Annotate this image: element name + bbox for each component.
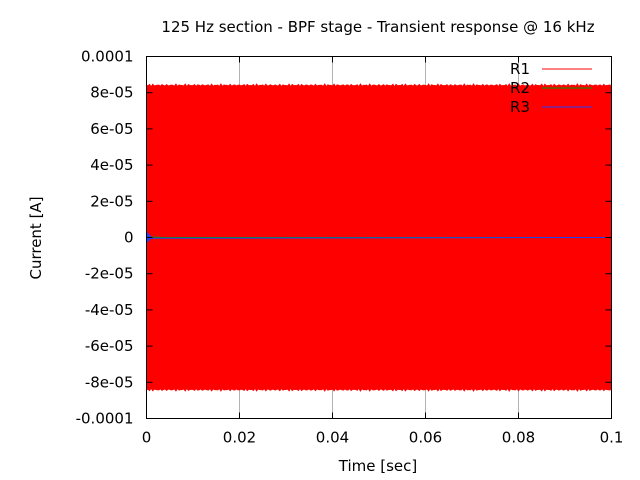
- chart-title: 125 Hz section - BPF stage - Transient r…: [161, 18, 594, 36]
- y-tick-label: 8e-05: [90, 84, 133, 102]
- legend-label-r1: R1: [510, 60, 530, 78]
- x-tick-label: 0.06: [409, 429, 442, 447]
- x-tick-label: 0.04: [316, 429, 349, 447]
- y-tick-label: 2e-05: [90, 192, 133, 210]
- y-tick-label: -2e-05: [85, 265, 134, 283]
- y-tick-label: 0: [124, 229, 134, 247]
- x-tick-label: 0.1: [600, 429, 624, 447]
- x-axis-label: Time [sec]: [338, 457, 417, 475]
- y-tick-label: 6e-05: [90, 120, 133, 138]
- plot-frame: [146, 56, 612, 419]
- y-tick-label: -6e-05: [85, 337, 134, 355]
- legend-label-r2: R2: [510, 79, 530, 97]
- y-tick-label: 0.0001: [81, 48, 134, 66]
- series-layer: [146, 83, 612, 392]
- x-tick-label: 0: [142, 429, 152, 447]
- x-tick-label: 0.08: [502, 429, 535, 447]
- y-tick-label: -0.0001: [76, 410, 134, 428]
- x-tick-label: 0.02: [223, 429, 256, 447]
- legend-label-r3: R3: [510, 98, 530, 116]
- y-tick-label: -8e-05: [85, 373, 134, 391]
- y-tick-label: 4e-05: [90, 156, 133, 174]
- y-axis-label: Current [A]: [27, 196, 45, 279]
- y-tick-label: -4e-05: [85, 301, 134, 319]
